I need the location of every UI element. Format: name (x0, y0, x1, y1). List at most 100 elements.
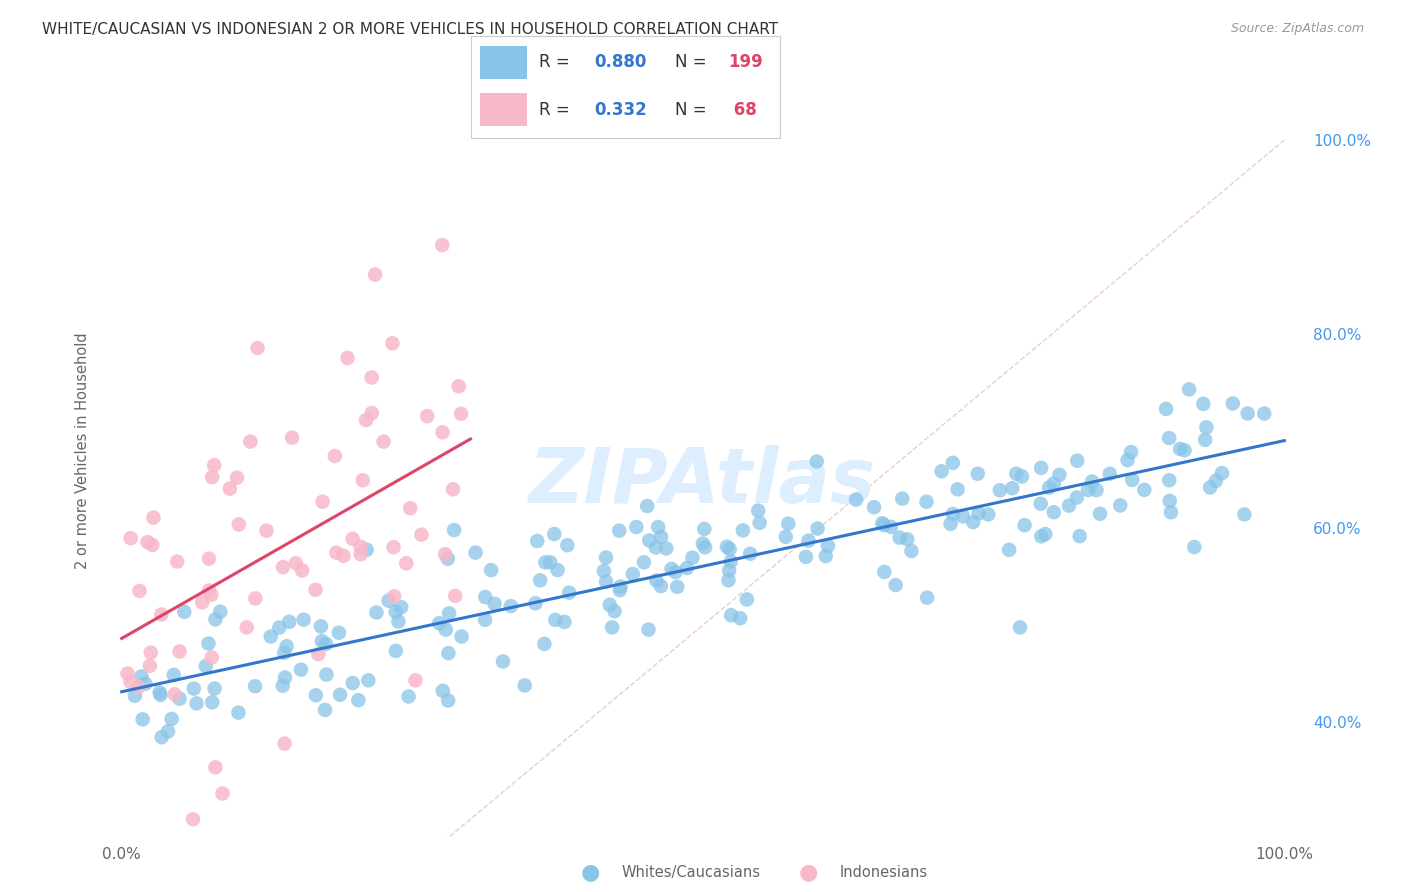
Point (271, 560, 294, 574)
Point (437, 551, 460, 566)
Point (357, 673, 380, 688)
Point (131, 669, 153, 683)
Point (880, 520, 903, 534)
Point (513, 678, 536, 692)
Point (315, 667, 337, 681)
Point (350, 540, 373, 554)
Point (1233, 508, 1256, 522)
Point (748, 516, 770, 530)
Point (443, 523, 465, 537)
Text: Source: ZipAtlas.com: Source: ZipAtlas.com (1230, 22, 1364, 36)
Point (307, 647, 329, 661)
Point (1154, 401, 1177, 416)
Point (543, 527, 565, 541)
Point (200, 588, 222, 602)
Point (377, 593, 399, 607)
Point (437, 607, 460, 621)
Point (1038, 481, 1060, 495)
Point (1081, 475, 1104, 489)
Point (626, 520, 648, 534)
Point (1069, 529, 1091, 543)
Point (197, 636, 219, 650)
Point (533, 637, 555, 651)
Point (271, 679, 294, 693)
Point (645, 574, 668, 588)
Point (128, 583, 150, 598)
Point (1057, 499, 1080, 513)
Text: ZIPAtlas: ZIPAtlas (529, 444, 877, 518)
Text: ●: ● (581, 863, 600, 882)
Point (198, 583, 221, 598)
Point (204, 681, 226, 696)
Point (149, 685, 172, 699)
Point (1066, 491, 1088, 505)
Point (1159, 473, 1181, 487)
Text: 0.880: 0.880 (595, 54, 647, 71)
Point (450, 407, 472, 421)
Point (720, 554, 742, 568)
Point (547, 563, 569, 577)
Point (534, 555, 557, 569)
Point (260, 630, 283, 644)
Point (607, 524, 630, 538)
Point (915, 495, 938, 509)
Point (173, 605, 195, 619)
Point (441, 483, 464, 497)
Point (382, 540, 405, 554)
Point (650, 530, 672, 544)
Text: 68: 68 (728, 101, 756, 119)
Point (806, 454, 828, 468)
Point (1199, 481, 1222, 495)
Point (352, 473, 374, 487)
Point (329, 688, 352, 702)
Point (676, 561, 699, 575)
Point (731, 524, 754, 538)
Point (134, 676, 156, 690)
Point (1066, 453, 1088, 467)
Point (900, 544, 922, 558)
Point (1029, 460, 1052, 475)
Text: WHITE/CAUCASIAN VS INDONESIAN 2 OR MORE VEHICLES IN HOUSEHOLD CORRELATION CHART: WHITE/CAUCASIAN VS INDONESIAN 2 OR MORE … (42, 22, 779, 37)
Point (411, 527, 433, 541)
Point (201, 470, 224, 484)
Point (492, 655, 515, 669)
Text: R =: R = (538, 101, 575, 119)
Point (1195, 420, 1218, 434)
Point (1182, 540, 1205, 554)
Point (474, 590, 496, 604)
Point (499, 599, 522, 613)
Point (194, 659, 217, 673)
Point (717, 574, 740, 588)
Point (274, 671, 297, 685)
Point (314, 703, 336, 717)
Point (692, 536, 714, 550)
Point (1008, 620, 1031, 634)
Point (1109, 499, 1132, 513)
Point (382, 590, 405, 604)
Text: Whites/Caucasians: Whites/Caucasians (621, 865, 761, 880)
Point (526, 534, 548, 549)
Point (1236, 406, 1258, 420)
Point (150, 730, 173, 744)
Point (311, 634, 333, 648)
Point (747, 503, 769, 517)
Text: N =: N = (675, 101, 711, 119)
Point (198, 551, 221, 566)
Point (1042, 505, 1064, 519)
Point (524, 596, 547, 610)
Point (432, 683, 454, 698)
Point (988, 483, 1011, 498)
Point (794, 549, 817, 564)
Y-axis label: 2 or more Vehicles in Household: 2 or more Vehicles in Household (75, 332, 90, 569)
Point (281, 431, 304, 445)
Point (356, 542, 378, 557)
Point (305, 688, 328, 702)
Point (432, 238, 454, 252)
Point (942, 507, 965, 521)
Point (156, 724, 179, 739)
Point (1077, 483, 1099, 497)
Point (1116, 453, 1139, 467)
Text: 0.332: 0.332 (595, 101, 648, 119)
Point (592, 564, 614, 578)
Point (434, 547, 457, 561)
